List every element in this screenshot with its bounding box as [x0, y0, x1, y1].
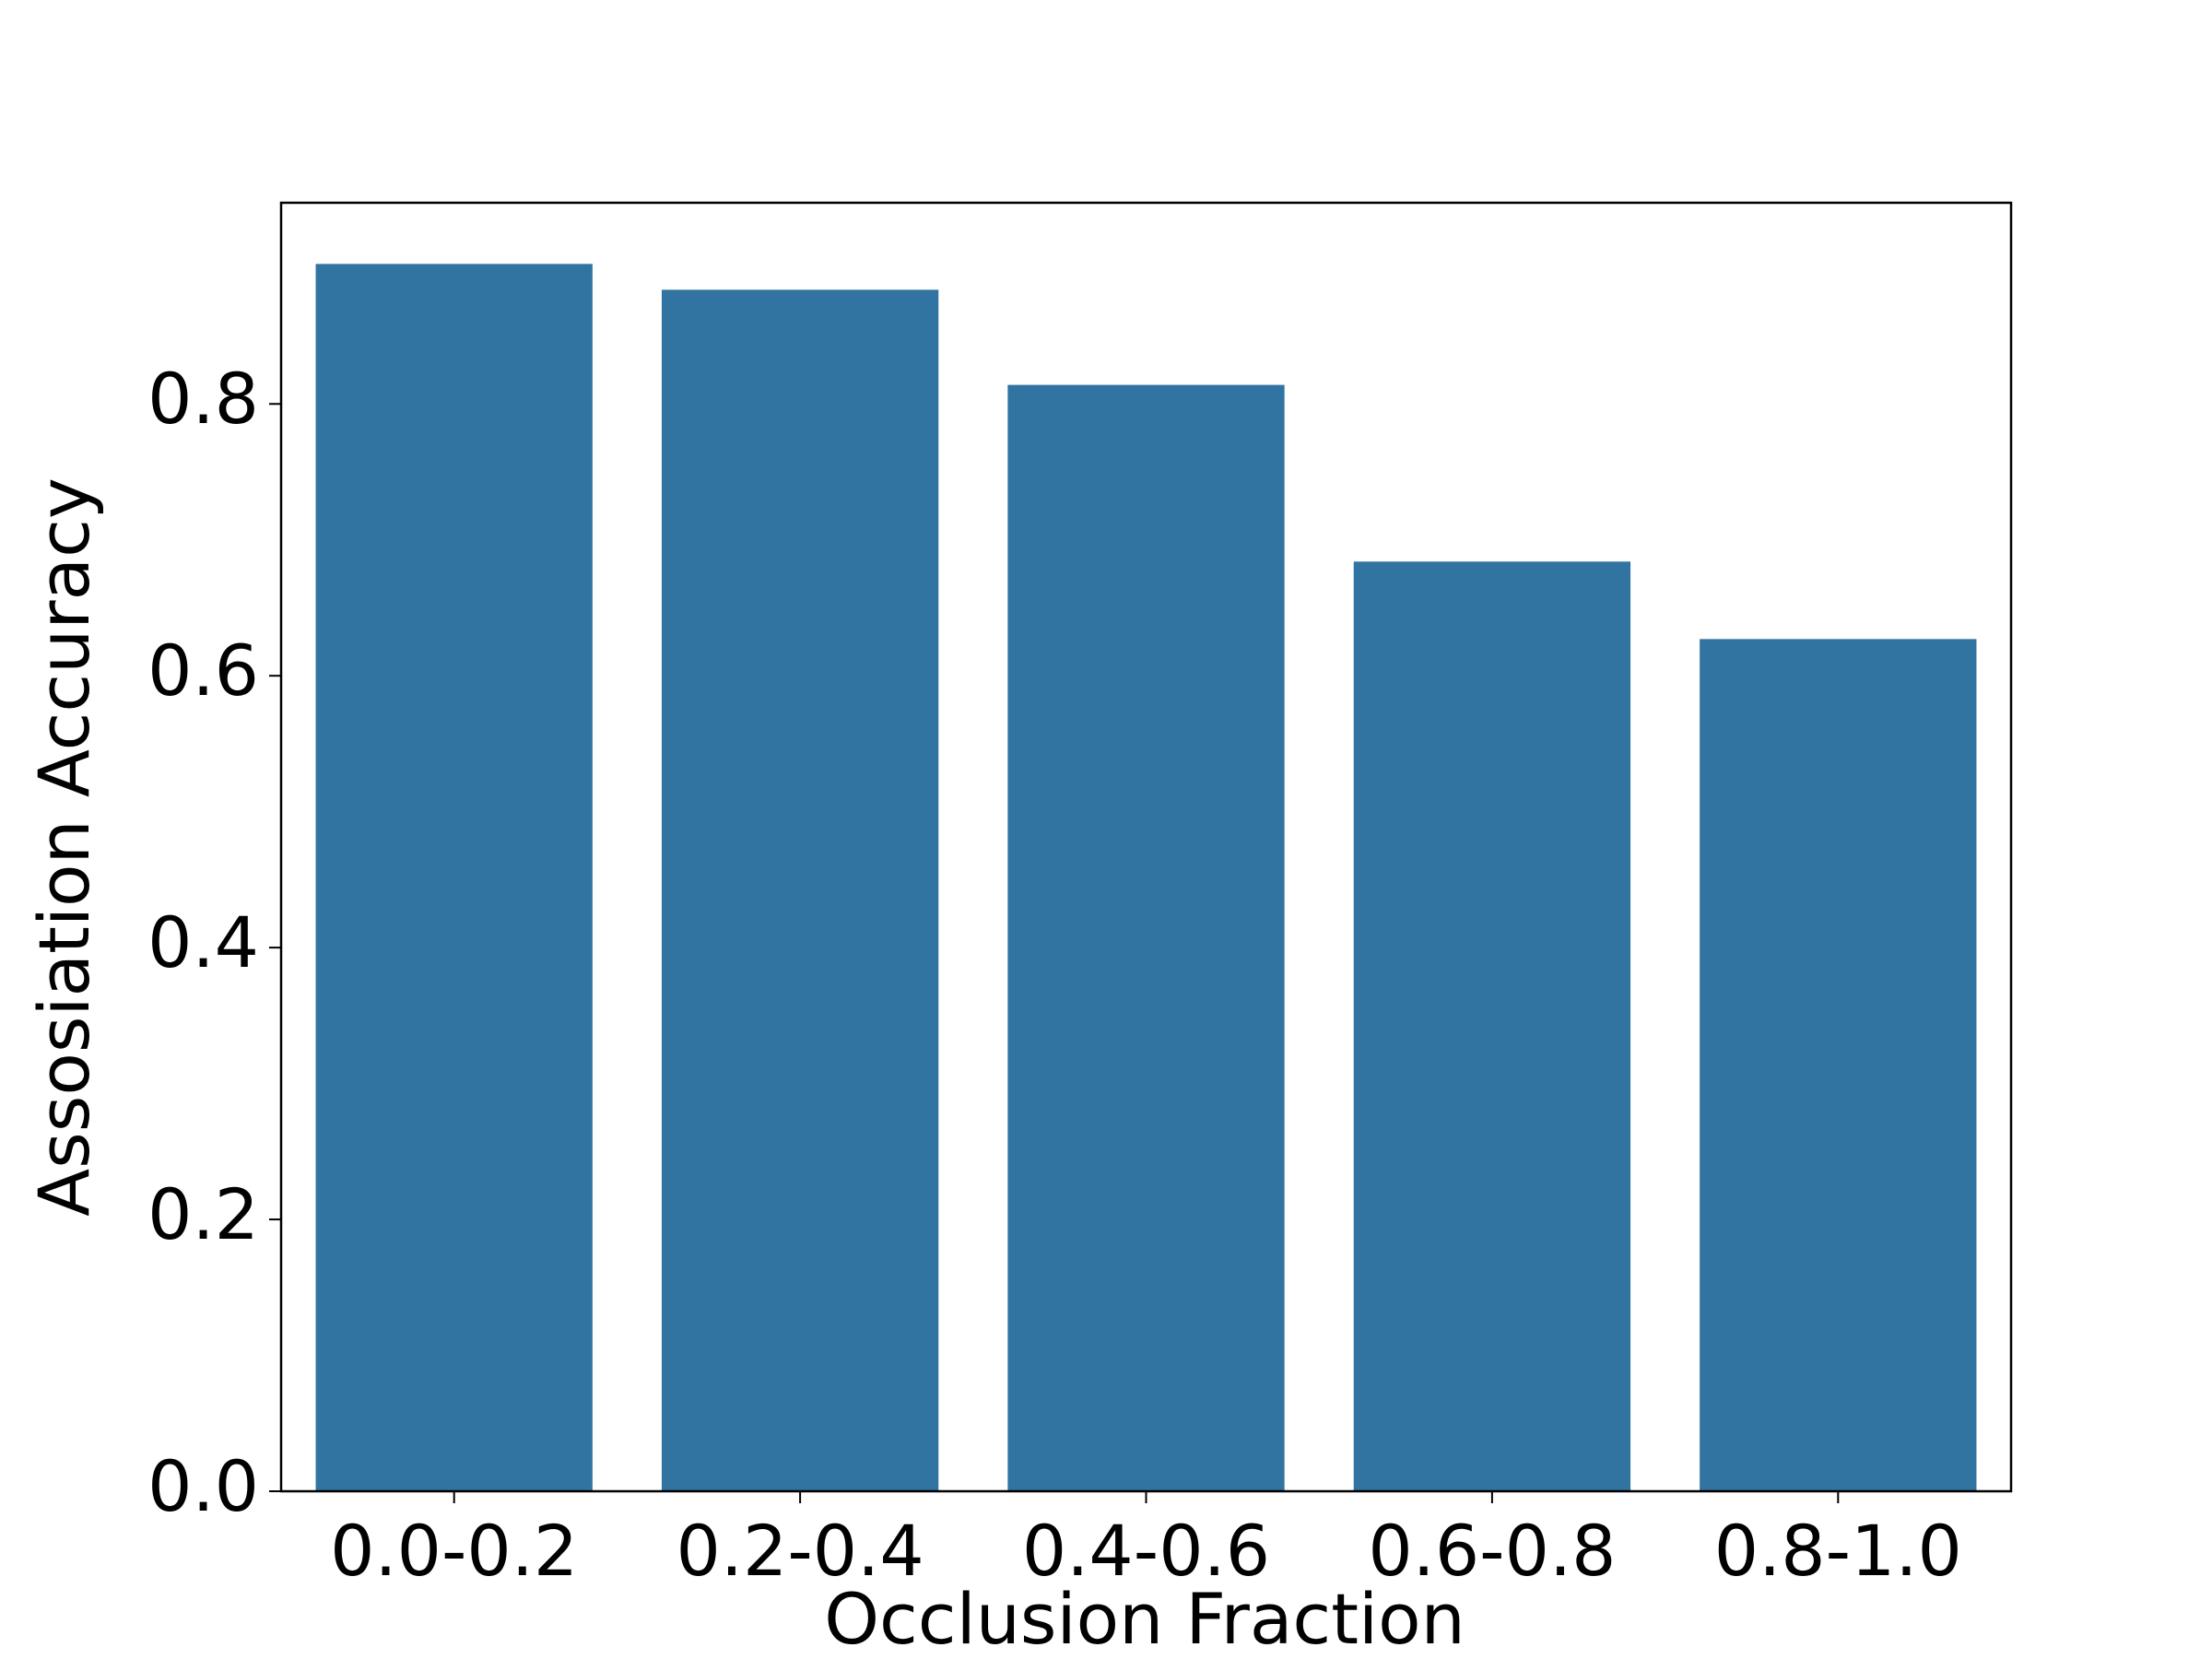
y-tick-label: 0.8	[147, 358, 259, 440]
x-tick-label: 0.2-0.4	[677, 1510, 924, 1592]
x-tick-label: 0.0-0.2	[330, 1510, 578, 1592]
y-axis-label: Assosiation Accuracy	[23, 477, 105, 1217]
x-tick-label: 0.8-1.0	[1714, 1510, 1962, 1592]
bar	[315, 264, 593, 1492]
plot-frame	[279, 201, 2013, 1493]
y-tick-label: 0.2	[147, 1173, 259, 1255]
y-tick-label: 0.4	[147, 901, 259, 983]
bar	[661, 289, 939, 1491]
x-tick-label: 0.6-0.8	[1368, 1510, 1616, 1592]
bar	[1700, 639, 1977, 1491]
y-tick-label: 0.6	[147, 629, 259, 712]
x-axis-label: Occlusion Fraction	[824, 1578, 1465, 1659]
bar	[1353, 561, 1631, 1491]
y-tick-label: 0.0	[147, 1445, 259, 1527]
x-tick-label: 0.4-0.6	[1022, 1510, 1270, 1592]
bar	[1007, 384, 1285, 1491]
